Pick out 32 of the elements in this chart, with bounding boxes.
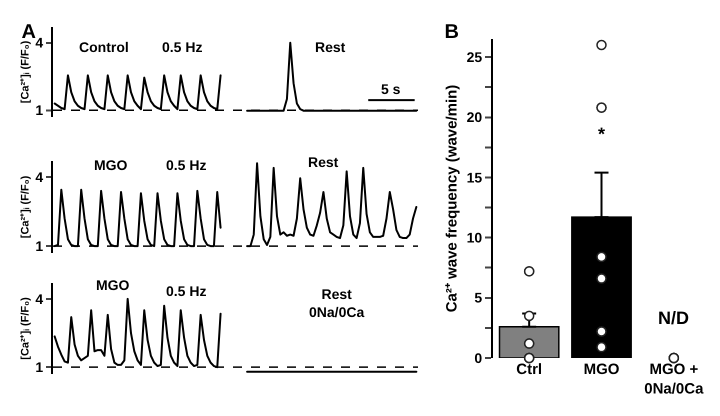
annotation: 0.5 Hz — [166, 283, 206, 299]
chart-title: B — [444, 21, 459, 43]
y-axis-title: Ca²⁺ wave frequency (wave/min) — [443, 84, 460, 312]
x-tick-label: MGO — [584, 361, 620, 378]
annotation: N/D — [658, 308, 689, 328]
annotation: * — [598, 124, 606, 144]
annotation: Control — [79, 39, 129, 55]
y-tick-label: 15 — [466, 169, 482, 186]
annotation: Rest — [308, 154, 339, 170]
y-tick-label: 20 — [466, 109, 482, 126]
y-tick-label: 4 — [35, 169, 44, 185]
annotation: 0.5 Hz — [166, 157, 206, 173]
y-tick-label: 25 — [466, 48, 482, 65]
annotation: 5 s — [381, 81, 401, 97]
annotation: MGO — [94, 157, 128, 173]
y-tick-label: 1 — [35, 102, 44, 118]
y-axis-title: [Ca²⁺]ᵢ (F/F₀) — [20, 40, 32, 104]
y-tick-label: 10 — [466, 230, 482, 246]
y-tick-label: 1 — [35, 238, 44, 254]
y-axis-title: [Ca²⁺]ᵢ (F/F₀) — [20, 175, 32, 238]
x-tick-label: MGO + 0Na/0Ca — [644, 361, 704, 398]
y-tick-label: 4 — [35, 290, 44, 307]
y-tick-label: 1 — [35, 359, 44, 376]
annotation: Rest — [315, 39, 346, 55]
y-tick-label: 4 — [35, 34, 44, 51]
y-tick-label: 0 — [474, 350, 482, 366]
y-tick-label: 5 — [474, 290, 482, 306]
annotation: Rest 0Na/0Ca — [309, 286, 364, 320]
annotation: 0.5 Hz — [162, 39, 202, 55]
annotation: MGO — [96, 277, 130, 293]
x-tick-label: Ctrl — [516, 361, 542, 378]
y-axis-title: [Ca²⁺]ᵢ (F/F₀) — [20, 296, 32, 360]
